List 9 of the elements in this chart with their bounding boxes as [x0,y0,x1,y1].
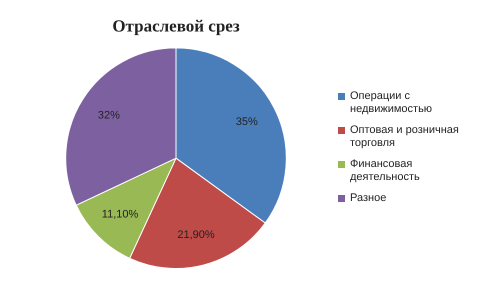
data-label: 35% [236,116,258,128]
chart-title: Отраслевой срез [112,16,240,36]
legend-label: Оптовая и розничная торговля [350,124,460,150]
legend-label: Операции с недвижимостью [350,90,434,116]
legend-label: Разное [350,192,386,205]
data-label: 21,90% [177,229,215,242]
data-label: 11,10% [102,208,138,221]
data-label: 32% [98,110,120,122]
legend-label: Финансовая деятельность [350,158,421,184]
